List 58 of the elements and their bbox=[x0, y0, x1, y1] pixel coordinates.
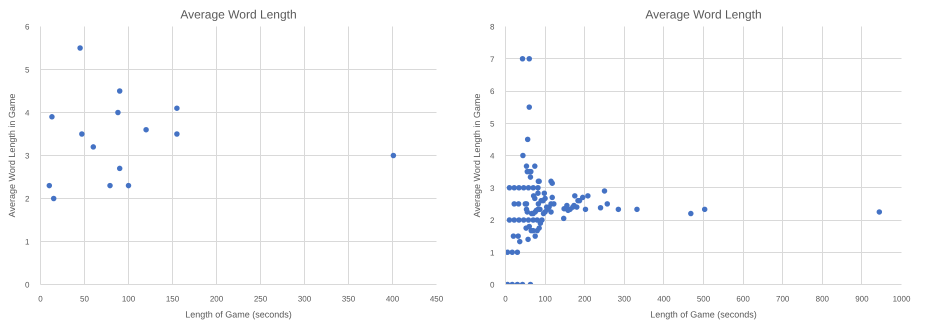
x-tick-label: 100 bbox=[122, 294, 136, 304]
y-tick-label: 2 bbox=[490, 216, 496, 225]
x-tick-label: 200 bbox=[210, 294, 224, 304]
x-tick-label: 0 bbox=[38, 294, 44, 304]
y-tick-label: 6 bbox=[490, 87, 496, 96]
y-tick-label: 5 bbox=[25, 66, 30, 74]
y-axis-title: Average Word Length in Game bbox=[7, 94, 18, 218]
point bbox=[174, 131, 180, 137]
x-tick-label: 800 bbox=[816, 294, 830, 304]
y-tick-label: 5 bbox=[490, 119, 496, 128]
point bbox=[116, 88, 122, 94]
y-tick-label: 8 bbox=[490, 22, 496, 32]
x-tick-label: 350 bbox=[342, 294, 356, 304]
point bbox=[77, 45, 83, 51]
point bbox=[126, 182, 132, 188]
x-tick-label: 200 bbox=[578, 294, 592, 304]
point bbox=[174, 105, 180, 111]
x-tick-label: 150 bbox=[166, 294, 180, 304]
x-tick-label: 700 bbox=[776, 294, 790, 304]
point bbox=[390, 152, 396, 158]
y-tick-label: 0 bbox=[490, 280, 496, 290]
y-tick-label: 0 bbox=[25, 280, 30, 290]
x-tick-label: 400 bbox=[386, 294, 400, 304]
x-tick-label: 0 bbox=[503, 294, 508, 304]
x-tick-label: 450 bbox=[430, 294, 444, 304]
x-tick-label: 300 bbox=[618, 294, 632, 304]
x-axis-title: Length of Game (seconds) bbox=[185, 310, 292, 320]
y-tick-label: 4 bbox=[490, 152, 496, 160]
y-tick-label: 3 bbox=[490, 184, 496, 193]
x-tick-label: 1000 bbox=[892, 294, 911, 304]
x-tick-label: 900 bbox=[855, 294, 870, 304]
point bbox=[107, 182, 113, 188]
point bbox=[90, 144, 96, 150]
y-tick-label: 1 bbox=[490, 248, 496, 258]
y-tick-label: 4 bbox=[25, 108, 30, 118]
x-axis-title: Length of Game (seconds) bbox=[650, 310, 757, 320]
point bbox=[115, 110, 121, 116]
x-tick-label: 600 bbox=[736, 294, 750, 304]
x-tick-label: 300 bbox=[298, 294, 312, 304]
point bbox=[46, 182, 52, 188]
x-tick-label: 50 bbox=[80, 294, 90, 304]
point bbox=[143, 126, 149, 132]
y-tick-label: 1 bbox=[25, 238, 30, 246]
point bbox=[116, 166, 122, 172]
chart-title: Average Word Length bbox=[645, 8, 762, 22]
y-tick-label: 7 bbox=[490, 54, 496, 64]
point bbox=[79, 131, 85, 137]
chart-title: Average Word Length bbox=[180, 8, 297, 22]
y-tick-label: 6 bbox=[25, 22, 30, 32]
y-axis-title: Average Word Length in Game bbox=[472, 94, 482, 218]
x-tick-label: 500 bbox=[696, 294, 711, 304]
point bbox=[49, 114, 55, 120]
y-tick-label: 3 bbox=[25, 152, 30, 160]
point bbox=[50, 196, 56, 202]
x-tick-label: 100 bbox=[538, 294, 552, 304]
x-tick-label: 400 bbox=[657, 294, 672, 304]
x-tick-label: 250 bbox=[254, 294, 268, 304]
y-tick-label: 2 bbox=[25, 194, 30, 204]
